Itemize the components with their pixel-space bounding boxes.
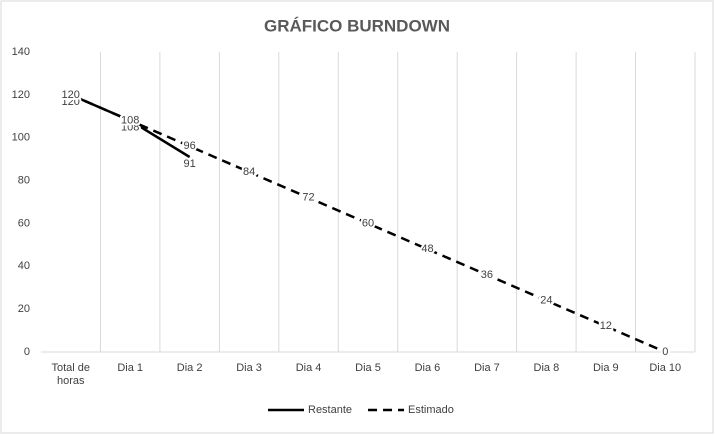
data-label: 60	[362, 217, 374, 229]
legend-label: Restante	[308, 404, 352, 416]
data-label: 120	[62, 89, 80, 101]
x-tick-label: Dia 6	[414, 362, 441, 374]
x-tick-label: Dia 10	[649, 362, 682, 374]
data-label: 108	[121, 114, 139, 126]
y-tick-label: 140	[12, 46, 30, 58]
y-tick-label: 80	[18, 174, 30, 186]
x-tick-label: Dia 2	[176, 362, 203, 374]
x-tick-label: Total de horas	[51, 362, 90, 387]
data-label: 91	[184, 158, 196, 170]
data-label: 108	[121, 121, 139, 133]
series-line	[70, 93, 666, 354]
data-label: 48	[421, 243, 433, 255]
chart-title: GRÁFICO BURNDOWN	[264, 16, 450, 35]
x-tick-label: Dia 9	[592, 362, 619, 374]
y-tick-label: 40	[18, 260, 30, 272]
x-tick-label: Dia 1	[117, 362, 144, 374]
y-tick-label: 0	[24, 346, 30, 358]
y-tick-label: 20	[18, 303, 30, 315]
y-tick-label: 60	[18, 217, 30, 229]
data-label: 72	[302, 192, 314, 204]
data-label: 96	[184, 140, 196, 152]
data-label: 24	[540, 294, 552, 306]
x-tick-label: Dia 7	[474, 362, 500, 374]
x-tick-label: Dia 8	[533, 362, 560, 374]
x-tick-label: Dia 4	[295, 362, 322, 374]
y-tick-label: 100	[12, 132, 30, 144]
data-label: 0	[662, 346, 668, 358]
data-label: 36	[481, 269, 493, 281]
x-tick-label: Dia 5	[355, 362, 381, 374]
x-tick-label: Dia 3	[236, 362, 262, 374]
y-tick-label: 120	[12, 89, 30, 101]
legend-label: Estimado	[408, 404, 454, 416]
data-label: 12	[600, 320, 612, 332]
data-label: 84	[243, 166, 255, 178]
